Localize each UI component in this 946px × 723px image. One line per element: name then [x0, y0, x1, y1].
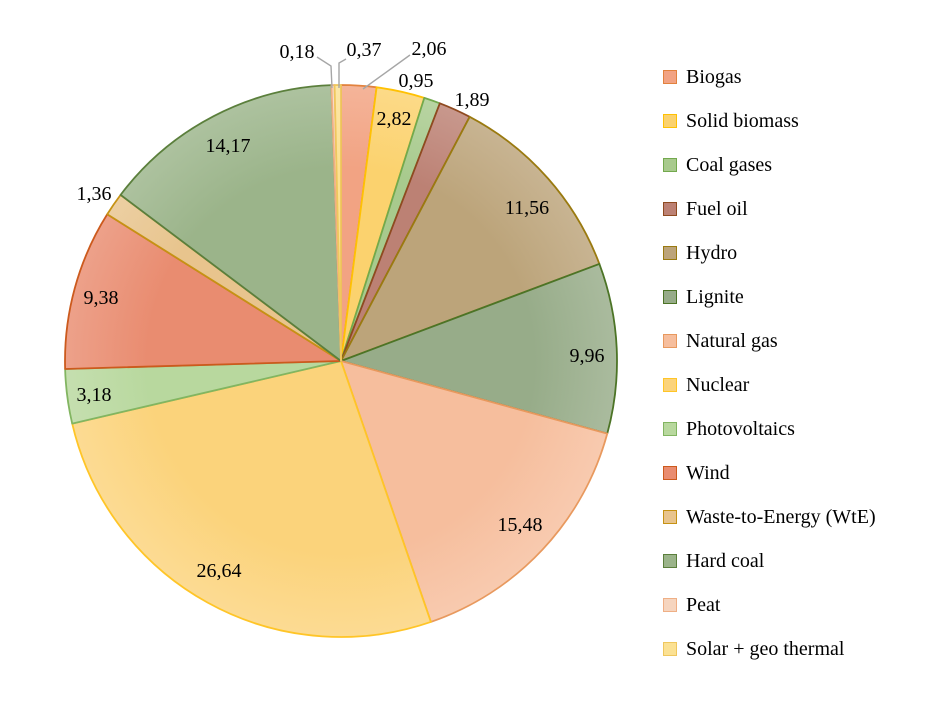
leader-line — [362, 54, 411, 90]
legend-label: Waste-to-Energy (WtE) — [686, 506, 876, 528]
legend-item-hydro: Hydro — [663, 231, 876, 275]
slice-label: 0,95 — [399, 70, 434, 92]
legend-item-nuclear: Nuclear — [663, 363, 876, 407]
slice-label: 11,56 — [505, 197, 549, 219]
legend-item-solar-geo-thermal: Solar + geo thermal — [663, 627, 876, 671]
chart-legend: Biogas Solid biomass Coal gases Fuel oil Hyd… — [663, 55, 876, 671]
legend-item-biogas: Biogas — [663, 55, 876, 99]
legend-item-waste-to-energy-wte: Waste-to-Energy (WtE) — [663, 495, 876, 539]
pie-slice-hard-coal — [119, 84, 342, 362]
legend-swatch-icon — [663, 466, 677, 480]
slice-label: 26,64 — [197, 560, 242, 582]
pie-slice-lignite — [340, 263, 618, 435]
legend-swatch-icon — [663, 642, 677, 656]
slice-label: 0,18 — [280, 41, 315, 63]
legend-item-lignite: Lignite — [663, 275, 876, 319]
legend-swatch-icon — [663, 510, 677, 524]
legend-swatch-icon — [663, 554, 677, 568]
legend-label: Lignite — [686, 286, 744, 308]
legend-swatch-icon — [663, 334, 677, 348]
slice-label: 2,82 — [377, 108, 412, 130]
legend-label: Wind — [686, 462, 730, 484]
legend-item-wind: Wind — [663, 451, 876, 495]
legend-swatch-icon — [663, 598, 677, 612]
legend-item-coal-gases: Coal gases — [663, 143, 876, 187]
slice-label: 1,89 — [455, 89, 490, 111]
legend-item-photovoltaics: Photovoltaics — [663, 407, 876, 451]
legend-label: Photovoltaics — [686, 418, 795, 440]
legend-label: Solid biomass — [686, 110, 799, 132]
pie-slice-natural-gas — [340, 360, 609, 623]
leader-line — [316, 56, 333, 89]
pie-slice-solar-geo-thermal — [333, 84, 342, 362]
slice-label: 3,18 — [77, 384, 112, 406]
pie-slice-wind — [64, 213, 342, 370]
legend-label: Solar + geo thermal — [686, 638, 845, 660]
legend-swatch-icon — [663, 114, 677, 128]
legend-label: Fuel oil — [686, 198, 748, 220]
legend-item-hard-coal: Hard coal — [663, 539, 876, 583]
slice-label: 2,06 — [412, 38, 447, 60]
legend-item-solid-biomass: Solid biomass — [663, 99, 876, 143]
pie-slice-hydro — [340, 115, 601, 362]
leader-line — [338, 58, 347, 88]
legend-swatch-icon — [663, 202, 677, 216]
legend-swatch-icon — [663, 158, 677, 172]
legend-label: Coal gases — [686, 154, 773, 176]
legend-label: Hard coal — [686, 550, 765, 572]
slice-label: 9,38 — [84, 287, 119, 309]
legend-label: Hydro — [686, 242, 738, 264]
legend-item-natural-gas: Natural gas — [663, 319, 876, 363]
slice-label: 14,17 — [206, 135, 251, 157]
legend-swatch-icon — [663, 290, 677, 304]
legend-item-fuel-oil: Fuel oil — [663, 187, 876, 231]
legend-swatch-icon — [663, 378, 677, 392]
slice-label: 9,96 — [570, 345, 605, 367]
legend-swatch-icon — [663, 70, 677, 84]
legend-label: Biogas — [686, 66, 742, 88]
legend-label: Natural gas — [686, 330, 778, 352]
slice-label: 0,37 — [347, 39, 382, 61]
legend-label: Peat — [686, 594, 721, 616]
slice-label: 1,36 — [77, 183, 112, 205]
legend-swatch-icon — [663, 422, 677, 436]
legend-swatch-icon — [663, 246, 677, 260]
slice-label: 15,48 — [498, 514, 543, 536]
legend-item-peat: Peat — [663, 583, 876, 627]
legend-label: Nuclear — [686, 374, 750, 396]
pie-slice-nuclear — [71, 360, 432, 638]
